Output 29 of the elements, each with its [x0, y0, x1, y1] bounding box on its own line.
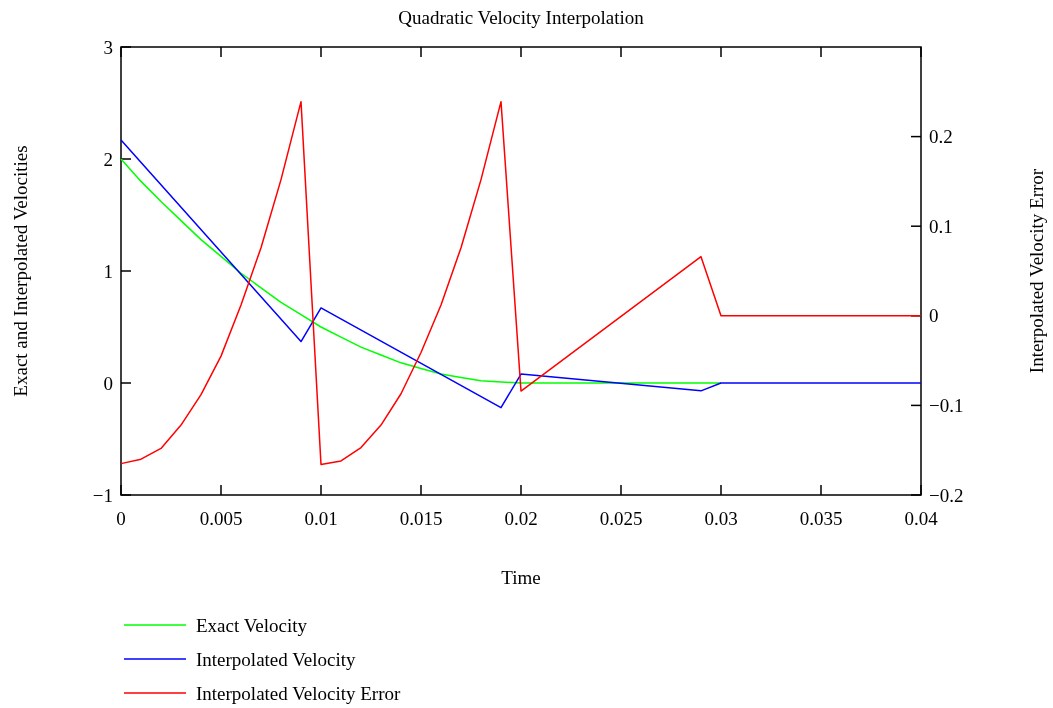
legend-label: Interpolated Velocity — [196, 648, 357, 670]
y-tick-label: −1 — [92, 484, 113, 506]
x-tick-label: 0.03 — [704, 508, 738, 529]
x-tick-label: 0.025 — [599, 508, 643, 529]
y2-tick-label: 0 — [929, 305, 939, 327]
x-tick-label: 0.01 — [304, 508, 338, 529]
y-tick-label: 1 — [103, 260, 113, 282]
line-series — [120, 100, 922, 466]
y2-tick-label: −0.1 — [929, 395, 964, 417]
legend-label: Exact Velocity — [196, 614, 308, 636]
line-series — [120, 158, 722, 384]
x-tick-label: 0.015 — [399, 508, 443, 529]
legend-label: Interpolated Velocity Error — [196, 682, 402, 704]
x-tick-label: 0 — [116, 508, 126, 529]
y-tick-label: 2 — [103, 148, 113, 170]
x-axis-title: Time — [501, 567, 541, 588]
x-tick-label: 0.04 — [904, 508, 939, 529]
y2-tick-label: −0.2 — [929, 484, 964, 506]
x-tick-label: 0.005 — [199, 508, 243, 529]
y-tick-label: 0 — [103, 372, 113, 394]
chart-title: Quadratic Velocity Interpolation — [398, 7, 645, 28]
y2-tick-label: 0.2 — [929, 126, 953, 148]
y-tick-label: 3 — [103, 36, 113, 58]
x-tick-label: 0.035 — [799, 508, 843, 529]
x-tick-label: 0.02 — [504, 508, 538, 529]
y2-tick-label: 0.1 — [929, 215, 953, 237]
y2-axis-title: Interpolated Velocity Error — [1026, 168, 1047, 374]
line-series — [120, 139, 922, 409]
y-axis-title: Exact and Interpolated Velocities — [10, 145, 31, 397]
